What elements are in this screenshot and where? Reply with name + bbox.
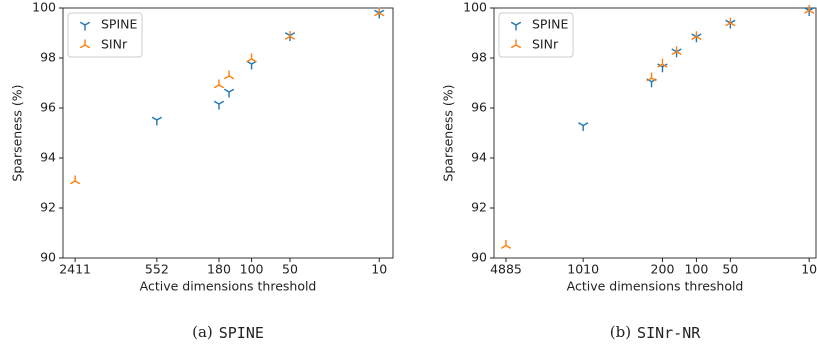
point: [657, 63, 668, 73]
point: [671, 48, 682, 58]
point: [646, 78, 657, 88]
x-tick-label: 10: [801, 262, 817, 277]
point: [246, 60, 257, 70]
caption-tag: (a): [192, 323, 213, 341]
y-axis-label: Sparseness (%): [10, 84, 25, 181]
legend-marker: [510, 39, 522, 49]
point: [374, 9, 385, 19]
legend-label: SPINE: [101, 17, 138, 32]
x-tick-label: 50: [282, 262, 298, 277]
point: [151, 116, 162, 126]
plot-frame: [62, 7, 394, 259]
caption-name: SPINE: [219, 324, 264, 342]
x-tick-label: 10: [371, 262, 387, 277]
y-tick-label: 98: [40, 50, 56, 65]
point: [671, 46, 682, 56]
point: [804, 5, 815, 14]
point: [284, 31, 296, 40]
point: [646, 72, 657, 82]
y-tick-label: 98: [471, 50, 487, 65]
x-axis-label: Active dimensions threshold: [567, 279, 744, 294]
legend-label: SPINE: [532, 17, 569, 32]
point: [246, 53, 257, 63]
caption: (a) SPINE: [192, 323, 264, 342]
y-tick-label: 96: [471, 100, 487, 115]
x-tick-label: 552: [145, 262, 169, 277]
point: [725, 17, 736, 27]
point: [657, 58, 668, 68]
point: [213, 79, 225, 89]
x-tick-label: 2411: [59, 262, 91, 277]
caption-tag: (b): [610, 323, 631, 341]
point: [500, 240, 512, 249]
caption-name: SINr-NR: [637, 324, 701, 342]
point: [213, 100, 225, 110]
point: [69, 175, 81, 185]
legend-marker: [79, 39, 91, 49]
point: [223, 70, 235, 80]
x-tick-label: 180: [207, 262, 231, 277]
y-axis-label: Sparseness (%): [441, 84, 456, 181]
point: [691, 33, 702, 43]
point: [725, 19, 736, 29]
y-tick-label: 92: [40, 200, 56, 215]
legend-marker: [510, 21, 522, 31]
point: [691, 31, 702, 41]
y-tick-label: 96: [40, 100, 56, 115]
point: [374, 7, 385, 17]
legend: SPINE SINr: [67, 12, 143, 58]
y-tick-label: 90: [40, 250, 56, 265]
y-tick-label: 90: [471, 250, 487, 265]
x-tick-label: 50: [722, 262, 738, 277]
y-tick-label: 92: [471, 200, 487, 215]
point: [578, 122, 589, 131]
x-tick-label: 100: [240, 262, 264, 277]
x-tick-label: 200: [651, 262, 675, 277]
y-tick-label: 100: [463, 0, 487, 15]
legend-marker: [79, 21, 91, 31]
x-axis-label: Active dimensions threshold: [140, 279, 317, 294]
y-tick-label: 94: [40, 150, 56, 165]
point: [223, 88, 235, 98]
caption: (b) SINr-NR: [610, 323, 701, 342]
y-tick-label: 100: [32, 0, 56, 15]
x-tick-label: 1010: [567, 262, 599, 277]
x-tick-label: 100: [684, 262, 708, 277]
legend-label: SINr: [532, 37, 559, 52]
point: [804, 7, 815, 16]
plot-frame: [493, 7, 817, 259]
x-tick-label: 4885: [490, 262, 522, 277]
legend-label: SINr: [101, 37, 128, 52]
legend: SPINE SINr: [498, 12, 574, 58]
y-tick-label: 94: [471, 150, 487, 165]
